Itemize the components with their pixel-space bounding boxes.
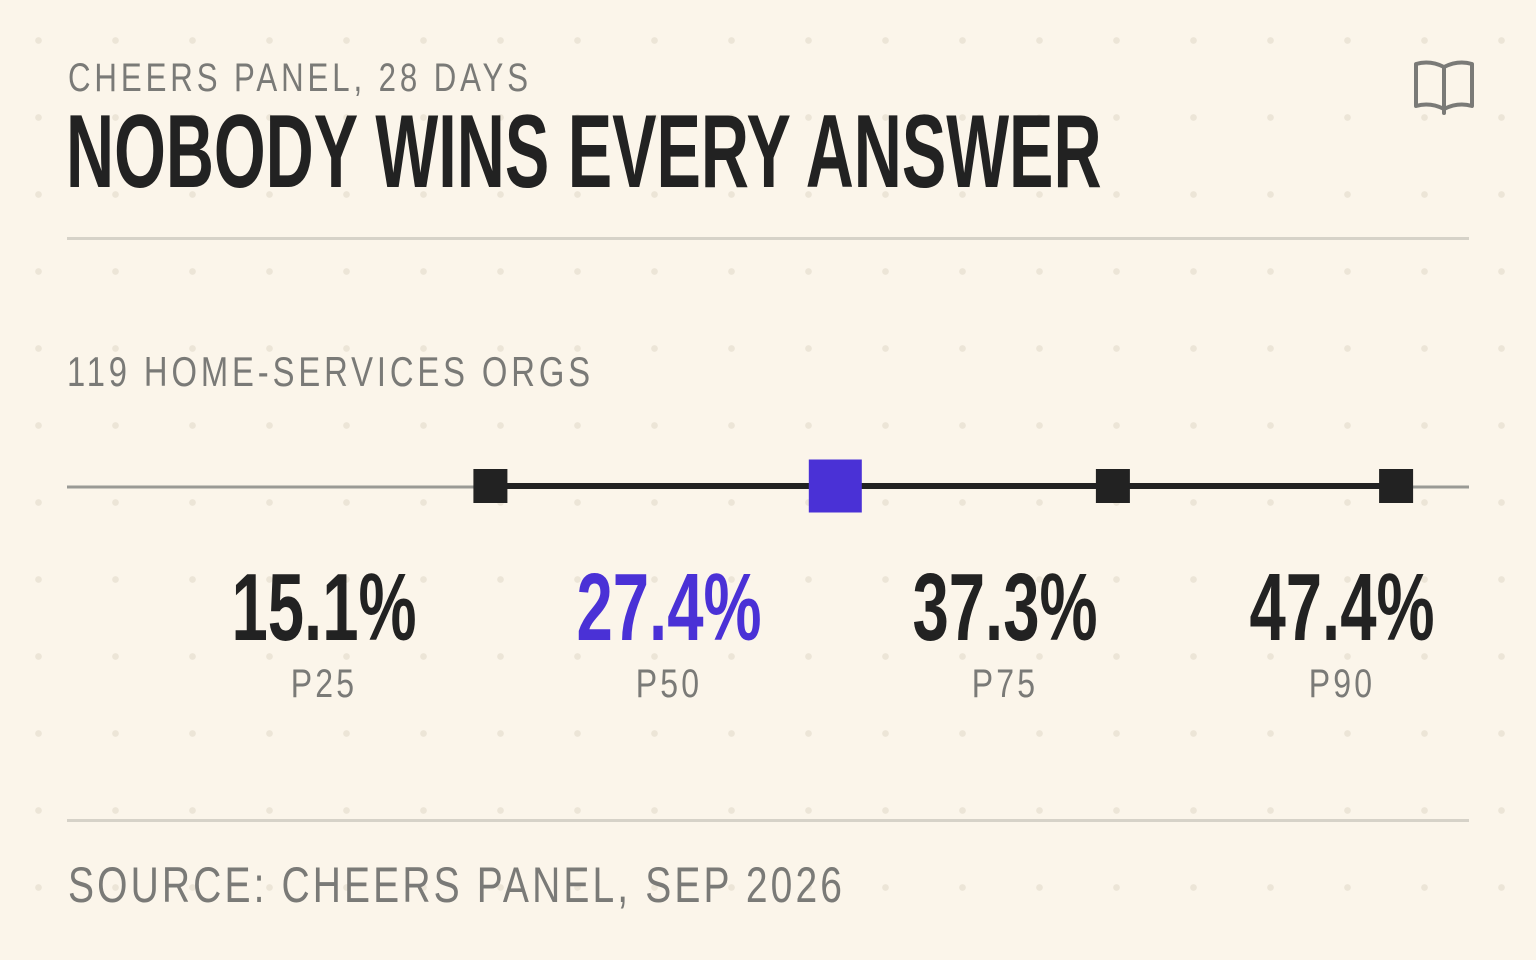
chart-title: NOBODY WINS EVERY ANSWER	[66, 94, 1102, 210]
stat-label-p50: P50	[635, 662, 703, 706]
stat-value-p50: 27.4%	[576, 554, 762, 661]
footer-divider	[67, 819, 1469, 822]
stat-value-p90: 47.4%	[1249, 554, 1435, 661]
marker-p25	[473, 469, 508, 503]
chart-subtitle: 119 HOME-SERVICES ORGS	[67, 348, 594, 395]
source-note: SOURCE: CHEERS PANEL, SEP 2026	[68, 857, 846, 913]
stat-label-p75: P75	[971, 662, 1039, 706]
stat-value-p75: 37.3%	[912, 554, 1098, 661]
marker-p75	[1095, 469, 1130, 503]
header-divider	[67, 237, 1469, 240]
marker-p50	[808, 459, 862, 513]
stat-p75: 37.3% P75	[855, 560, 1155, 707]
marker-p90	[1379, 469, 1414, 503]
stat-p25: 15.1% P25	[174, 560, 474, 707]
percentile-stats: 15.1% P25 27.4% P50 37.3% P75 47.4% P90	[0, 560, 1536, 720]
stat-value-p25: 15.1%	[231, 554, 417, 661]
percentile-chart	[67, 459, 1469, 513]
stat-label-p25: P25	[290, 662, 358, 706]
book-open-icon[interactable]	[1410, 56, 1478, 118]
stat-p90: 47.4% P90	[1192, 560, 1492, 707]
stat-p50: 27.4% P50	[519, 560, 819, 707]
kicker: CHEERS PANEL, 28 DAYS	[68, 56, 532, 100]
stat-label-p90: P90	[1308, 662, 1376, 706]
